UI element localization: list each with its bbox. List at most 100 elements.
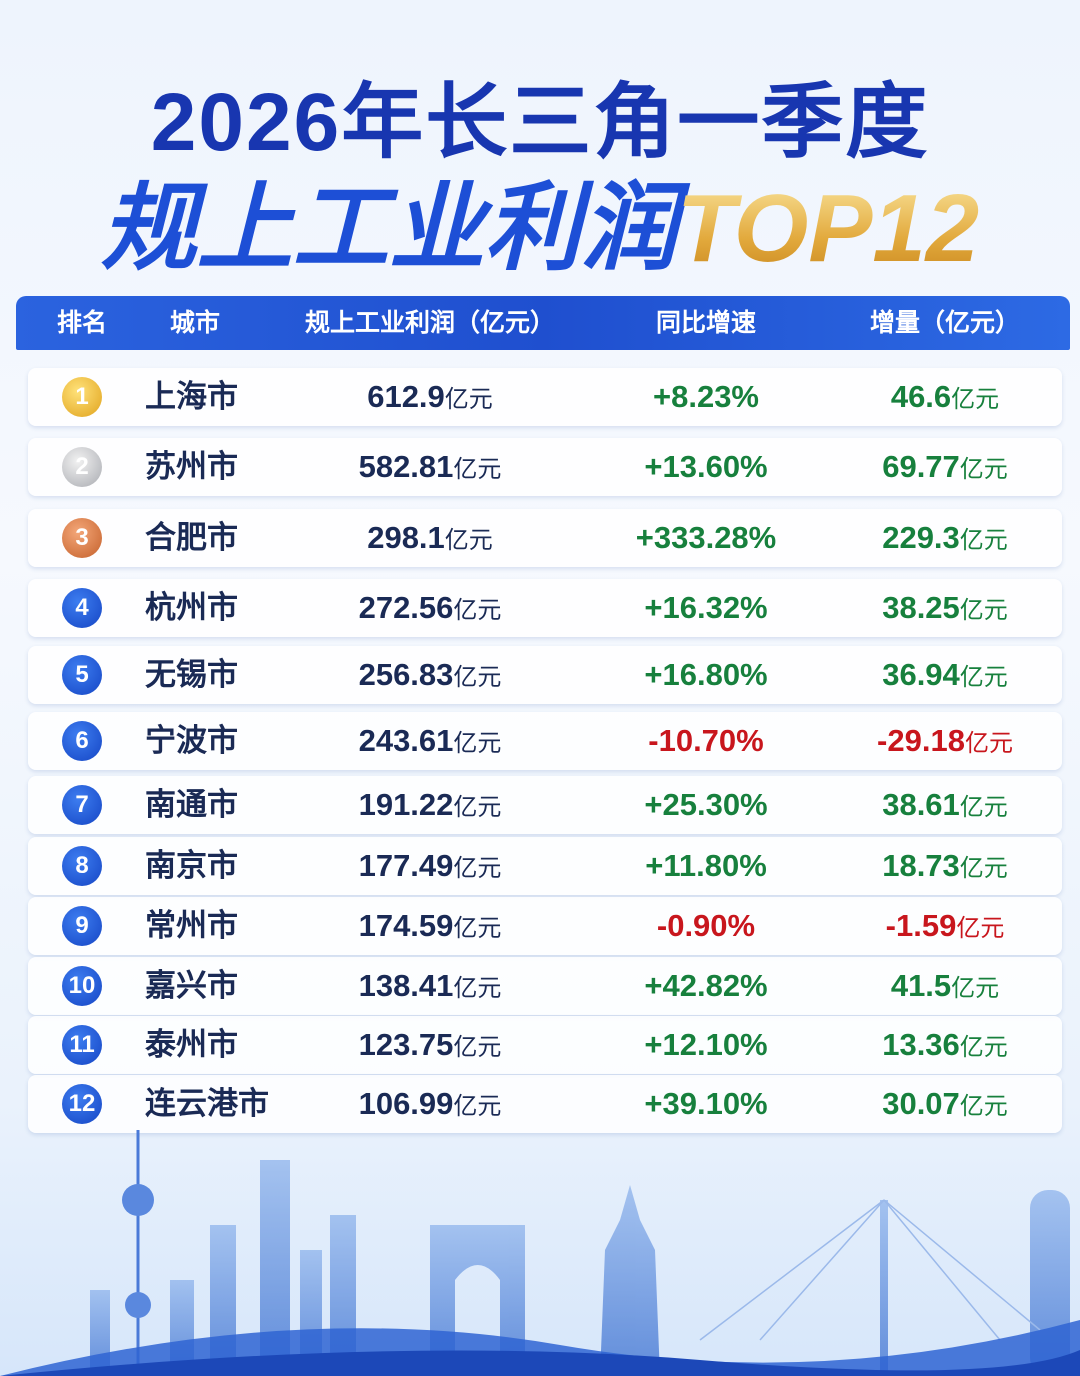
profit: 106.99亿元 [359, 1075, 502, 1133]
unit: 亿元 [453, 915, 502, 942]
unit: 亿元 [951, 386, 1000, 413]
growth: +8.23% [653, 368, 759, 426]
profit-value: 191.22 [358, 787, 454, 822]
increase-value: 18.73 [882, 848, 960, 883]
rank-badge: 10 [62, 966, 102, 1006]
growth-value: +11.80% [645, 848, 767, 883]
profit-value: 174.59 [358, 908, 454, 943]
profit-value: 138.41 [358, 968, 454, 1003]
rank-badge: 7 [62, 785, 102, 825]
header-cell: 同比增速 [655, 309, 757, 337]
profit: 582.81亿元 [359, 438, 502, 496]
table-row: 8 南京市 177.49亿元 +11.80% 18.73亿元 [28, 837, 1062, 895]
increase: 30.07亿元 [882, 1075, 1008, 1133]
header-cell: 城市 [169, 309, 221, 337]
growth: -10.70% [648, 712, 763, 770]
profit: 243.61亿元 [359, 712, 502, 770]
increase-value: -29.18 [877, 723, 965, 758]
growth-value: +16.80% [644, 657, 768, 692]
profit: 612.9亿元 [367, 368, 493, 426]
growth: +16.32% [644, 579, 767, 637]
unit: 亿元 [453, 1093, 502, 1120]
table-row: 10 嘉兴市 138.41亿元 +42.82% 41.5亿元 [28, 957, 1062, 1015]
city: 嘉兴市 [145, 968, 238, 1003]
growth-value: +12.10% [644, 1027, 768, 1062]
header-cell: 增量（亿元） [869, 309, 1021, 337]
unit: 亿元 [453, 794, 502, 821]
unit: 亿元 [453, 597, 502, 624]
growth: +11.80% [645, 837, 767, 895]
profit: 123.75亿元 [359, 1016, 502, 1074]
increase-value: 38.25 [882, 590, 960, 625]
increase-value: 69.77 [882, 449, 960, 484]
increase: -1.59亿元 [886, 897, 1005, 955]
growth: +25.30% [644, 776, 767, 834]
profit-value: 243.61 [358, 723, 454, 758]
unit: 亿元 [959, 527, 1008, 554]
unit: 亿元 [959, 794, 1008, 821]
unit: 亿元 [453, 975, 502, 1002]
growth: +16.80% [644, 646, 767, 704]
table-row: 3 合肥市 298.1亿元 +333.28% 229.3亿元 [28, 509, 1062, 567]
table-row: 4 杭州市 272.56亿元 +16.32% 38.25亿元 [28, 579, 1062, 637]
table-row: 5 无锡市 256.83亿元 +16.80% 36.94亿元 [28, 646, 1062, 704]
table-row: 9 常州市 174.59亿元 -0.90% -1.59亿元 [28, 897, 1062, 955]
profit: 256.83亿元 [359, 646, 502, 704]
header-cell: 排名 [56, 309, 108, 337]
rank-badge: 12 [62, 1084, 102, 1124]
title-line1: 2026年长三角一季度 [150, 77, 930, 168]
unit: 亿元 [959, 1093, 1008, 1120]
unit: 亿元 [959, 456, 1008, 483]
unit: 亿元 [453, 1034, 502, 1061]
growth-value: +39.10% [644, 1086, 768, 1121]
growth: +13.60% [644, 438, 767, 496]
city: 南通市 [145, 787, 238, 822]
city: 常州市 [145, 908, 238, 943]
table-row: 1 上海市 612.9亿元 +8.23% 46.6亿元 [28, 368, 1062, 426]
city: 苏州市 [145, 449, 238, 484]
city: 连云港市 [145, 1086, 269, 1121]
increase: 69.77亿元 [882, 438, 1008, 496]
increase-value: 38.61 [882, 787, 960, 822]
growth: +39.10% [644, 1075, 767, 1133]
unit: 亿元 [964, 730, 1013, 757]
increase-value: 13.36 [882, 1027, 960, 1062]
profit: 191.22亿元 [359, 776, 502, 834]
profit: 272.56亿元 [359, 579, 502, 637]
city: 上海市 [145, 379, 238, 414]
increase-value: 46.6 [890, 379, 952, 414]
growth-value: +16.32% [644, 590, 768, 625]
profit-value: 272.56 [358, 590, 454, 625]
increase: 38.61亿元 [882, 776, 1008, 834]
increase-value: 30.07 [882, 1086, 960, 1121]
title-line2: 规上工业利润TOP12 [0, 150, 1080, 289]
table-header: 排名 城市 规上工业利润（亿元） 同比增速 增量（亿元） [16, 296, 1070, 350]
growth: +333.28% [636, 509, 776, 567]
profit-value: 123.75 [358, 1027, 454, 1062]
growth-value: +42.82% [644, 968, 768, 1003]
increase: 38.25亿元 [882, 579, 1008, 637]
rank-badge: 9 [62, 906, 102, 946]
rank-badge: 1 [62, 377, 102, 417]
profit: 177.49亿元 [359, 837, 502, 895]
profit-value: 298.1 [367, 520, 445, 555]
city: 杭州市 [145, 590, 238, 625]
growth-value: +13.60% [644, 449, 768, 484]
table-row: 2 苏州市 582.81亿元 +13.60% 69.77亿元 [28, 438, 1062, 496]
header-cell: 规上工业利润（亿元） [304, 309, 556, 337]
growth-value: +25.30% [644, 787, 768, 822]
increase-value: -1.59 [885, 908, 957, 943]
profit: 138.41亿元 [359, 957, 502, 1015]
unit: 亿元 [453, 664, 502, 691]
unit: 亿元 [444, 527, 493, 554]
increase-value: 229.3 [882, 520, 960, 555]
unit: 亿元 [951, 975, 1000, 1002]
unit: 亿元 [444, 386, 493, 413]
rank-badge: 6 [62, 721, 102, 761]
increase: 41.5亿元 [891, 957, 999, 1015]
rank-badge: 8 [62, 846, 102, 886]
increase: -29.18亿元 [877, 712, 1013, 770]
table-row: 11 泰州市 123.75亿元 +12.10% 13.36亿元 [28, 1016, 1062, 1074]
rank-badge: 4 [62, 588, 102, 628]
unit: 亿元 [959, 855, 1008, 882]
